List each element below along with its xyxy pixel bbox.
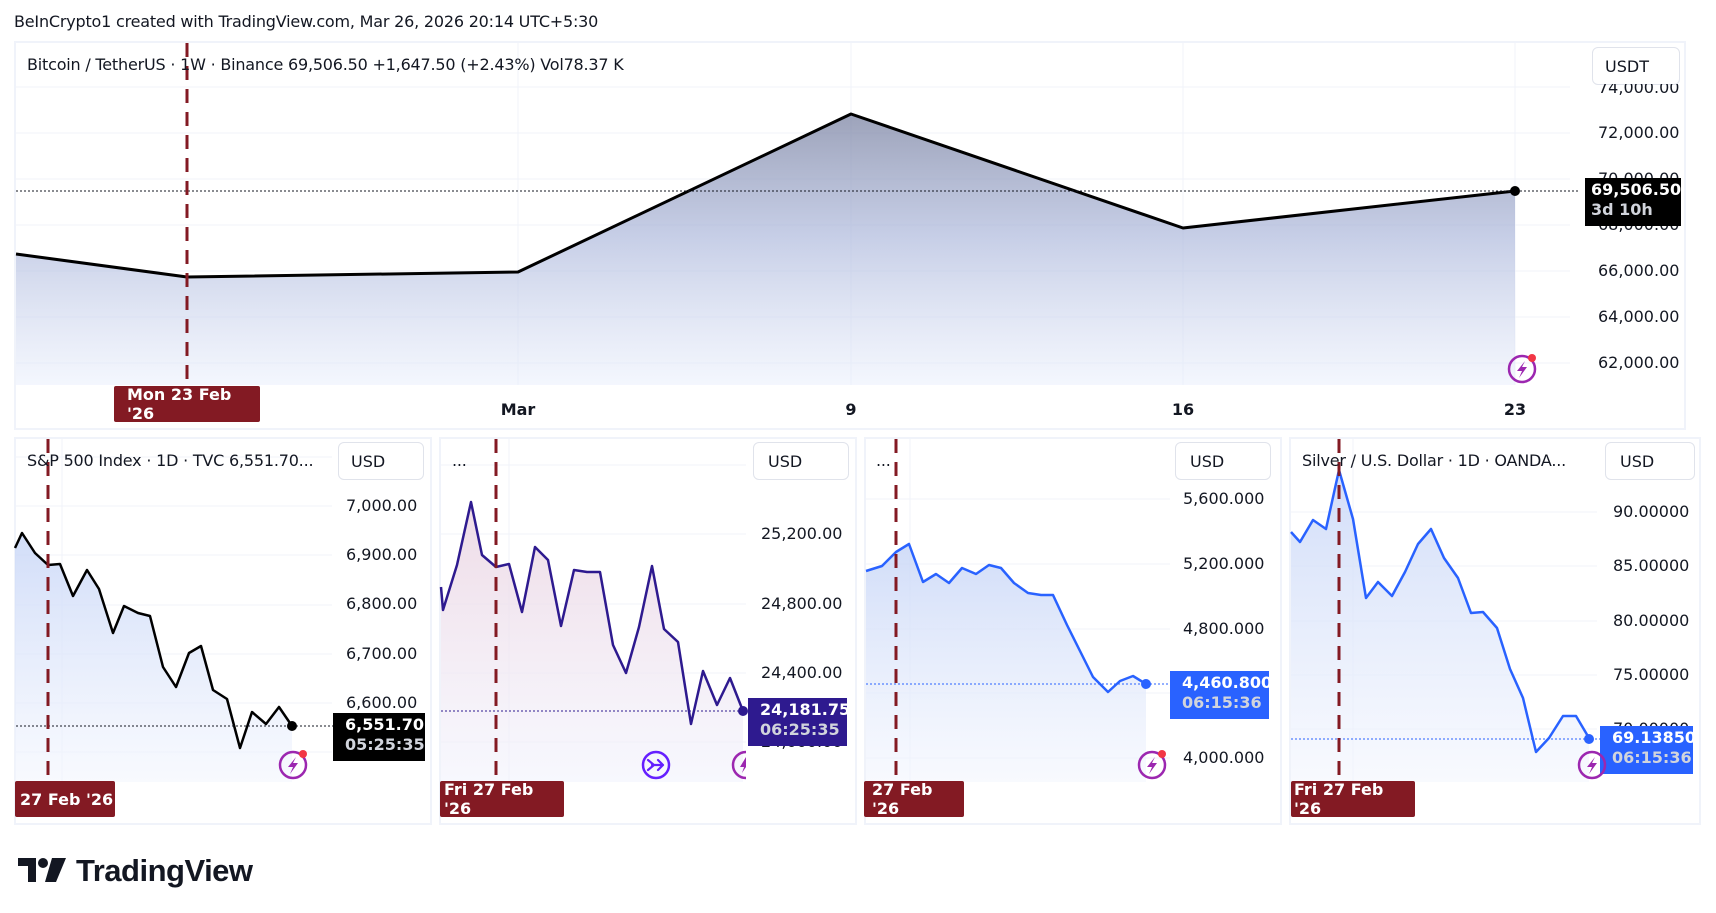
y-label: 24,800.00 <box>761 594 843 613</box>
currency-button-usd[interactable]: USD <box>1605 442 1695 480</box>
last-price-tag-silver: 69.13850 06:15:36 <box>1600 726 1697 774</box>
date-marker-silver: Fri 27 Feb '26 <box>1291 780 1415 818</box>
spx-legend: S&P 500 Index · 1D · TVC 6,551.70... <box>27 451 314 470</box>
currency-button-usd[interactable]: USD <box>338 442 424 480</box>
x-label: 9 <box>845 400 857 419</box>
y-label: 6,700.00 <box>346 644 418 663</box>
lightning-alert-icon[interactable] <box>728 747 748 783</box>
y-label: 25,200.00 <box>761 524 843 543</box>
y-label: 80.00000 <box>1613 611 1690 630</box>
y-label: 85.00000 <box>1613 556 1690 575</box>
ndx-legend-ellipsis[interactable]: ... <box>452 451 467 470</box>
tradingview-logo-icon <box>18 858 66 882</box>
y-label: 4,000.000 <box>1183 748 1265 767</box>
y-label: 64,000.00 <box>1598 307 1680 326</box>
price-countdown: 06:25:35 <box>760 720 840 739</box>
price-countdown: 3d 10h <box>1591 200 1653 219</box>
y-label: 75.00000 <box>1613 665 1690 684</box>
x-label: Mar <box>500 400 536 419</box>
price-countdown: 06:15:36 <box>1182 693 1262 712</box>
gold-legend-ellipsis[interactable]: ... <box>876 451 891 470</box>
date-marker-spx: 27 Feb '26 <box>15 781 115 817</box>
price-value: 6,551.70 <box>345 715 424 734</box>
price-countdown: 05:25:35 <box>345 735 425 754</box>
lightning-alert-icon[interactable] <box>1134 747 1170 783</box>
y-label: 6,900.00 <box>346 545 418 564</box>
x-label: 16 <box>1171 400 1195 419</box>
y-label: 6,600.00 <box>346 693 418 712</box>
currency-button-usd[interactable]: USD <box>1175 442 1271 480</box>
y-label: 74,000.00 <box>1598 78 1680 97</box>
y-label: 62,000.00 <box>1598 353 1680 372</box>
x-label: 23 <box>1503 400 1527 419</box>
y-label: 5,600.000 <box>1183 489 1265 508</box>
tradingview-logo[interactable]: TradingView <box>18 853 253 889</box>
price-value: 24,181.75 <box>760 700 851 719</box>
y-label: 24,400.00 <box>761 663 843 682</box>
y-label: 72,000.00 <box>1598 123 1680 142</box>
date-marker-main: Mon 23 Feb '26 <box>114 385 260 423</box>
price-value: 69.13850 <box>1612 728 1697 747</box>
lightning-alert-icon[interactable] <box>1504 351 1540 387</box>
y-label: 6,800.00 <box>346 594 418 613</box>
lightning-alert-icon[interactable] <box>275 747 311 783</box>
date-marker-gold: 27 Feb '26 <box>864 780 964 818</box>
credit-line: BeInCrypto1 created with TradingView.com… <box>14 12 599 31</box>
main-chart-legend: Bitcoin / TetherUS · 1W · Binance 69,506… <box>27 55 624 74</box>
price-value: 69,506.50 <box>1591 180 1682 199</box>
date-marker-ndx: Fri 27 Feb '26 <box>440 780 564 818</box>
tradingview-logo-text: TradingView <box>76 853 253 888</box>
silver-legend: Silver / U.S. Dollar · 1D · OANDA... <box>1302 451 1567 470</box>
y-label: 4,800.000 <box>1183 619 1265 638</box>
currency-button-usdt[interactable]: USDT <box>1592 47 1680 85</box>
price-value: 4,460.800 <box>1182 673 1273 692</box>
y-label: 90.00000 <box>1613 502 1690 521</box>
price-countdown: 06:15:36 <box>1612 748 1692 767</box>
last-price-tag-ndx: 24,181.75 06:25:35 <box>748 698 851 746</box>
arrow-merge-icon[interactable] <box>638 747 674 783</box>
y-label: 5,200.000 <box>1183 554 1265 573</box>
y-label: 66,000.00 <box>1598 261 1680 280</box>
last-price-tag-gold: 4,460.800 06:15:36 <box>1170 671 1273 719</box>
last-price-tag-spx: 6,551.70 05:25:35 <box>333 713 425 761</box>
y-label: 7,000.00 <box>346 496 418 515</box>
lightning-alert-icon[interactable] <box>1574 747 1610 783</box>
main-chart-panel[interactable] <box>14 41 1686 430</box>
currency-button-usd[interactable]: USD <box>753 442 849 480</box>
last-price-tag-btc: 69,506.50 3d 10h <box>1585 178 1681 226</box>
